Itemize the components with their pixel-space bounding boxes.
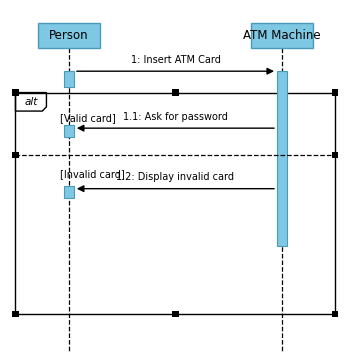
Bar (12, 89, 19, 96)
Bar (332, 311, 338, 317)
Text: [Invalid card]: [Invalid card] (60, 169, 125, 179)
Bar (15, 93, 335, 314)
Bar (251, 23, 313, 48)
Text: ATM Machine: ATM Machine (243, 29, 321, 42)
Bar (64, 125, 74, 137)
Bar (277, 71, 287, 246)
Text: 1.1: Ask for password: 1.1: Ask for password (123, 112, 228, 122)
Text: 1: Insert ATM Card: 1: Insert ATM Card (130, 55, 221, 65)
Bar (12, 311, 19, 317)
Bar (172, 311, 179, 317)
Bar (64, 71, 74, 87)
Text: [Valid card]: [Valid card] (60, 113, 116, 123)
Bar (38, 23, 100, 48)
Bar (172, 89, 179, 96)
Bar (332, 89, 338, 96)
Text: alt: alt (24, 97, 37, 107)
Text: 1.2: Display invalid card: 1.2: Display invalid card (116, 172, 235, 182)
Text: Person: Person (49, 29, 89, 42)
Bar (64, 186, 74, 198)
Bar (332, 152, 338, 158)
Bar (12, 152, 19, 158)
